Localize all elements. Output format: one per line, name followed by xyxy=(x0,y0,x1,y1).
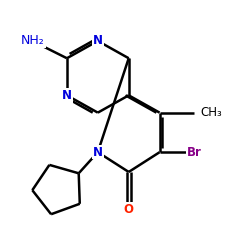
Text: N: N xyxy=(93,146,103,159)
Text: Br: Br xyxy=(187,146,202,159)
Text: NH₂: NH₂ xyxy=(20,34,44,48)
Text: N: N xyxy=(62,89,72,102)
Text: O: O xyxy=(124,202,134,215)
Text: CH₃: CH₃ xyxy=(200,106,222,119)
Text: NH₂: NH₂ xyxy=(20,34,45,48)
Text: N: N xyxy=(93,34,103,48)
